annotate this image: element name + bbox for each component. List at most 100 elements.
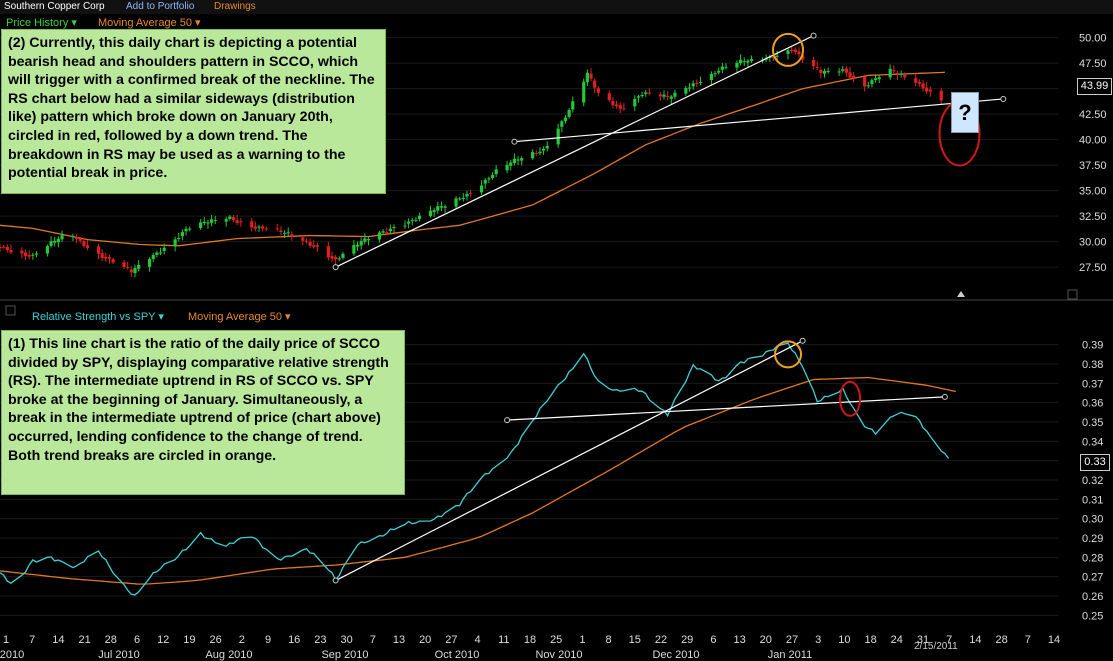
candle-body	[100, 253, 104, 259]
candle-body	[177, 237, 181, 239]
add-to-portfolio-link[interactable]: Add to Portfolio	[126, 1, 195, 12]
candle-body	[158, 252, 163, 254]
candle-body	[228, 216, 232, 219]
candle-body	[585, 72, 589, 83]
candle-body	[162, 247, 166, 252]
legend-upper-ma[interactable]: Moving Average 50 ▾	[98, 17, 201, 29]
candle-body	[607, 93, 611, 101]
candle-body	[231, 217, 236, 221]
lower-y-tick-label: 0.30	[1082, 514, 1103, 526]
x-tick-day: 6	[710, 634, 716, 646]
candle-body	[914, 78, 918, 83]
legend-price-history[interactable]: Price History ▾	[6, 17, 77, 29]
question-mark-box: ?	[951, 92, 979, 133]
x-tick-day: 12	[157, 634, 169, 646]
x-tick-day: 18	[524, 634, 536, 646]
candle-body	[509, 162, 513, 166]
legend-lower-ma[interactable]: Moving Average 50 ▾	[188, 311, 291, 323]
lower-y-tick-label: 0.34	[1082, 436, 1103, 448]
lower-y-axis: 0.390.380.370.360.350.340.330.320.310.30…	[1082, 340, 1103, 623]
rs-polyline	[0, 342, 950, 596]
candle-body	[819, 69, 823, 74]
candle-body	[129, 269, 133, 273]
candle-body	[465, 193, 469, 197]
candle-body	[822, 71, 827, 74]
trendline	[335, 35, 814, 268]
candle-body	[213, 220, 217, 222]
collapse-panel-icon[interactable]	[1067, 289, 1078, 300]
candle-body	[479, 185, 484, 193]
x-tick-month: Jul 2010	[98, 649, 140, 661]
candle-body	[903, 74, 907, 78]
x-tick-month: Jan 2011	[768, 649, 812, 661]
candle-body	[107, 257, 112, 259]
trendline-handle	[511, 138, 518, 145]
candle-body	[669, 96, 673, 99]
candle-body	[199, 222, 203, 229]
candle-body	[567, 109, 571, 117]
x-tick-day: 14	[969, 634, 981, 646]
upper-scroll-marker[interactable]	[957, 291, 965, 297]
candle-body	[279, 230, 283, 232]
x-tick-day: 10	[838, 634, 850, 646]
candle-body	[636, 96, 641, 98]
x-tick-day: 31	[917, 634, 929, 646]
drawings-menu[interactable]: Drawings	[214, 1, 256, 12]
x-tick-month: Oct 2010	[435, 649, 480, 661]
candle-body	[439, 206, 444, 208]
candle-body	[388, 228, 392, 232]
candle-body	[841, 69, 845, 71]
candle-body	[516, 159, 520, 161]
candle-body	[261, 226, 265, 229]
x-tick-day: 14	[52, 634, 64, 646]
candle-body	[188, 228, 192, 230]
last-date-label: 2/15/2011	[914, 641, 958, 652]
lower-y-tick-label: 0.36	[1082, 398, 1103, 410]
candle-body	[614, 104, 619, 107]
candle-body	[713, 73, 717, 75]
candle-body	[571, 101, 575, 110]
candle-body	[852, 75, 856, 78]
candle-body	[414, 219, 418, 221]
candle-body	[560, 121, 564, 127]
candle-body	[454, 198, 458, 207]
candle-body	[385, 231, 389, 233]
lower-y-tick-label: 0.39	[1082, 340, 1103, 352]
lower-y-tick-label: 0.32	[1082, 475, 1103, 487]
candle-body	[921, 83, 925, 89]
candle-body	[764, 58, 768, 60]
x-tick-month: Aug 2010	[205, 649, 252, 661]
candle-body	[596, 88, 600, 93]
top-toolbar: Southern Copper Corp Add to Portfolio Dr…	[0, 0, 1113, 14]
candle-body	[286, 232, 290, 234]
last-rs-tag: 0.33	[1080, 454, 1110, 471]
candle-body	[184, 228, 188, 232]
upper-y-tick-label: 37.50	[1079, 160, 1107, 172]
candle-body	[469, 193, 473, 195]
x-tick-day: 4	[475, 634, 481, 646]
candle-body	[45, 246, 50, 254]
legend-relative-strength[interactable]: Relative Strength vs SPY ▾	[32, 311, 164, 323]
x-tick-day: 21	[78, 634, 90, 646]
candle-body	[407, 221, 411, 224]
candle-body	[775, 55, 779, 57]
close-panel-icon[interactable]	[5, 305, 16, 316]
candle-body	[56, 238, 60, 243]
x-axis: 1 7 14 21 28 6 12 19 26 2 9 16 23 30 7 13 20 27 4 11 18 25 1 8 1…	[0, 634, 1060, 661]
upper-y-tick-label: 32.50	[1079, 211, 1107, 223]
candle-body	[892, 70, 896, 72]
x-tick-day: 1	[579, 634, 585, 646]
candle-body	[133, 267, 137, 274]
upper-y-tick-label: 27.50	[1079, 262, 1107, 274]
candle-body	[739, 59, 743, 64]
candle-body	[0, 247, 2, 249]
candle-body	[870, 80, 874, 85]
x-tick-day: 15	[629, 634, 641, 646]
candle-body	[352, 245, 356, 254]
candle-body	[687, 87, 692, 89]
candle-body	[2, 246, 6, 248]
candle-body	[673, 92, 677, 97]
candle-body	[837, 71, 841, 73]
candle-body	[771, 56, 776, 59]
candle-body	[848, 72, 852, 78]
